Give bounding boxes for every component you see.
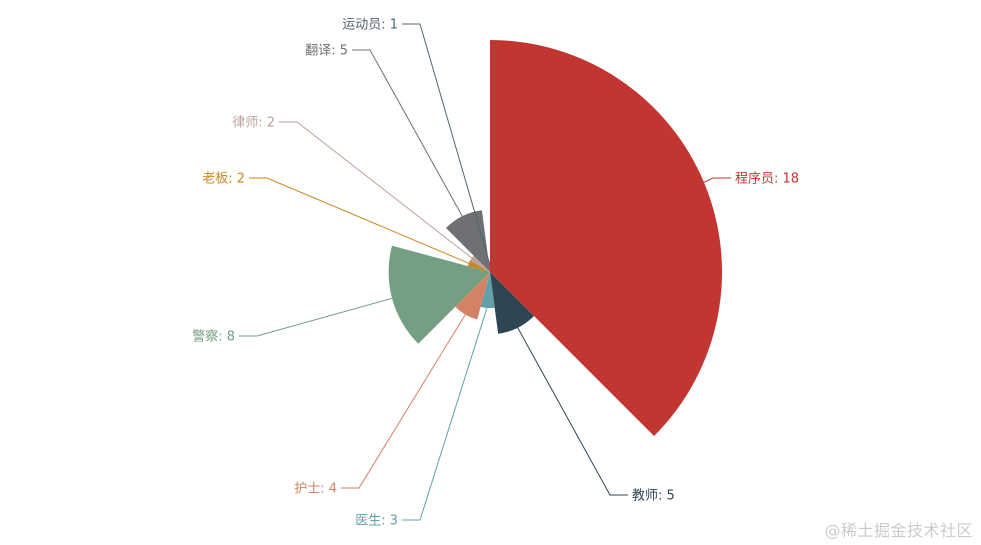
slice-8[interactable] [488, 262, 490, 272]
leader-line-2 [402, 305, 489, 521]
label-leader-lines [239, 23, 731, 521]
leader-line-3 [341, 310, 468, 489]
pie-slices [388, 40, 723, 437]
leader-line-7 [352, 49, 466, 221]
slice-2[interactable] [480, 272, 495, 309]
slice-6[interactable] [470, 255, 490, 272]
slice-0[interactable] [490, 40, 723, 437]
slice-label-7: 翻译: 5 [305, 44, 348, 59]
slice-label-3: 护士: 4 [294, 482, 337, 497]
slice-3[interactable] [455, 272, 490, 320]
slice-5[interactable] [467, 260, 490, 272]
slice-label-6: 律师: 2 [232, 116, 275, 131]
slice-label-8: 运动员: 1 [342, 18, 398, 33]
slice-label-0: 程序员: 18 [735, 172, 799, 187]
leader-line-5 [249, 177, 471, 265]
watermark: @稀土掘金技术社区 [824, 521, 973, 540]
leader-line-4 [239, 295, 401, 337]
slice-label-5: 老板: 2 [202, 172, 245, 187]
leader-line-1 [514, 323, 628, 496]
slice-labels: 程序员: 18 教师: 5 医生: 3 护士: 4 警察: 8 老板: 2 律师: 2 翻译:… [192, 18, 799, 529]
leader-line-0 [686, 177, 731, 191]
slice-label-2: 医生: 3 [355, 514, 398, 529]
leader-line-8 [402, 23, 490, 263]
leader-line-6 [279, 121, 474, 260]
slice-1[interactable] [490, 272, 535, 334]
slice-label-4: 警察: 8 [192, 329, 235, 345]
slice-label-1: 教师: 5 [632, 488, 675, 504]
slice-4[interactable] [388, 245, 490, 344]
